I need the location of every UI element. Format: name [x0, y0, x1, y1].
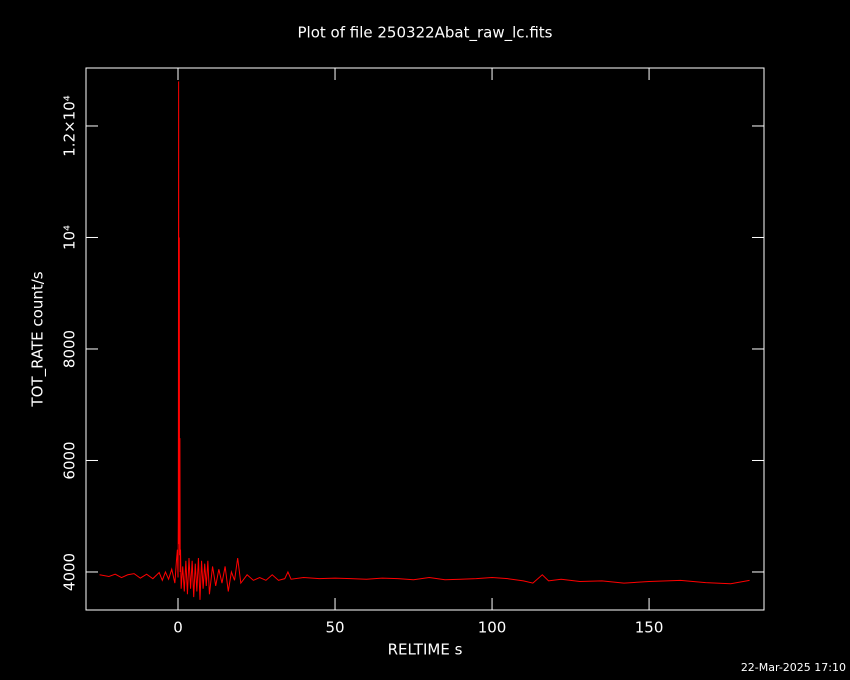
- data-line: [99, 81, 750, 600]
- x-tick-label: 100: [478, 619, 507, 637]
- x-tick-label: 50: [325, 619, 344, 637]
- y-tick-label: 1.2×10⁴: [61, 95, 79, 157]
- y-tick-label: 8000: [61, 330, 79, 368]
- y-axis-label: TOT_RATE count/s: [29, 271, 48, 407]
- y-tick-label: 6000: [61, 441, 79, 479]
- x-axis-label: RELTIME s: [388, 641, 463, 659]
- footer: 22-Mar-2025 17:10: [741, 661, 846, 674]
- x-tick-label: 0: [173, 619, 183, 637]
- chart-title: Plot of file 250322Abat_raw_lc.fits: [298, 24, 553, 43]
- y-tick-label: 4000: [61, 553, 79, 591]
- plot-frame: [85, 67, 765, 611]
- x-tick-label: 150: [635, 619, 664, 637]
- y-tick-label: 10⁴: [61, 225, 79, 250]
